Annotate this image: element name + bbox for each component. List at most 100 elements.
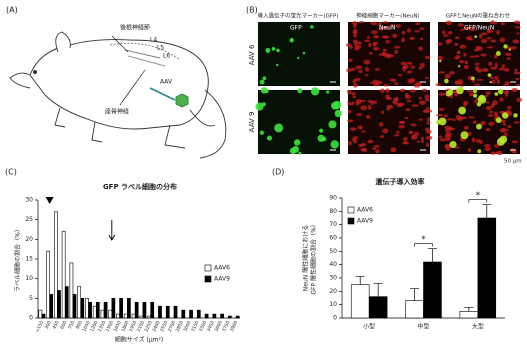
cell	[438, 107, 445, 111]
cell	[358, 20, 365, 24]
bar	[61, 231, 66, 319]
cell	[425, 135, 433, 140]
cell	[350, 67, 356, 72]
cell	[397, 102, 405, 106]
bar	[108, 309, 113, 319]
bar	[158, 305, 162, 319]
cell	[419, 62, 425, 68]
cell	[425, 142, 429, 147]
bar	[119, 298, 123, 319]
cell	[448, 30, 453, 35]
bar	[181, 309, 186, 319]
cell	[407, 70, 413, 74]
cell	[500, 22, 506, 26]
cell	[382, 53, 390, 58]
cell	[475, 139, 481, 143]
cell	[319, 128, 324, 133]
bar	[111, 298, 116, 319]
cell	[390, 147, 397, 153]
cell	[454, 42, 459, 46]
cell	[409, 36, 415, 40]
cell	[400, 88, 406, 92]
y-tick-label: 90	[329, 195, 337, 202]
cell	[359, 99, 366, 103]
error-bar	[373, 282, 383, 297]
cell	[276, 63, 279, 67]
cell	[358, 143, 363, 147]
cell	[354, 46, 359, 51]
x-tick-label: 1500	[105, 320, 115, 333]
cell	[454, 54, 461, 59]
cell	[406, 61, 412, 65]
cell	[405, 108, 410, 112]
cell	[435, 83, 442, 86]
y-axis-label: NeuN 陽性細胞における	[302, 225, 310, 291]
x-tick-label: 1950	[128, 320, 138, 333]
cell	[456, 86, 464, 95]
bar	[54, 211, 58, 319]
scale-bar-label: 50 μm	[504, 159, 522, 165]
cell	[460, 84, 464, 87]
cell	[347, 119, 354, 123]
cell	[473, 83, 481, 86]
cell	[379, 135, 385, 138]
cell	[367, 139, 374, 144]
cell	[468, 116, 475, 119]
bar	[189, 309, 193, 319]
cell	[491, 79, 496, 84]
cell	[436, 113, 444, 117]
cell	[413, 131, 420, 136]
x-tick-label: 2100	[136, 320, 146, 333]
x-tick-label: 2700	[167, 320, 177, 333]
cell	[363, 59, 371, 65]
cell	[370, 21, 378, 26]
cell	[446, 38, 453, 44]
cell	[444, 73, 451, 79]
x-tick-label: 1050	[81, 320, 91, 333]
marker-triangle	[45, 197, 54, 204]
image-label: GFP/NeuN	[464, 25, 494, 32]
cell	[364, 66, 370, 72]
cell	[373, 100, 377, 104]
cell	[474, 65, 480, 71]
cell	[398, 124, 406, 129]
cell	[516, 20, 520, 25]
cell	[438, 71, 446, 74]
cell	[506, 57, 511, 60]
bar	[142, 301, 147, 319]
cell	[467, 148, 472, 152]
row-label: AAV 9	[248, 112, 256, 133]
cell	[449, 140, 457, 149]
cell	[480, 53, 487, 57]
cell	[360, 105, 368, 111]
cell	[293, 139, 301, 146]
cell	[426, 117, 430, 122]
cell	[449, 126, 453, 131]
error-bar	[464, 306, 474, 312]
cell	[334, 109, 342, 118]
cell	[424, 98, 431, 102]
cell	[265, 47, 271, 53]
cell	[418, 96, 422, 100]
bar	[196, 309, 201, 319]
x-tick-label: 300	[44, 320, 53, 330]
cell	[454, 146, 460, 149]
bar	[459, 311, 479, 319]
cell	[347, 101, 351, 104]
y-tick-label: 0	[333, 315, 337, 322]
cell	[374, 67, 380, 71]
cell	[369, 81, 376, 84]
error-bar	[410, 288, 420, 301]
cell	[347, 103, 354, 106]
cell	[366, 114, 371, 119]
cell	[502, 122, 507, 126]
cell	[401, 37, 405, 43]
y-tick-label: 15	[25, 256, 33, 263]
annotation: 座骨神経	[105, 108, 129, 116]
cell	[259, 79, 265, 85]
cell	[504, 132, 508, 138]
y-tick-label: 50	[329, 248, 337, 255]
cell	[459, 59, 465, 64]
cell	[363, 39, 370, 43]
bar	[131, 313, 136, 319]
